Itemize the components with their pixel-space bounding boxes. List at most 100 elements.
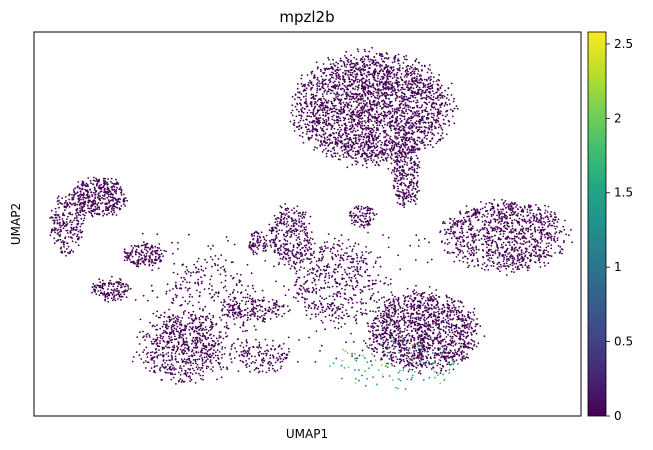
data-point: [494, 252, 497, 255]
data-point: [509, 209, 512, 212]
data-point: [391, 86, 394, 89]
data-point: [418, 88, 421, 91]
data-point: [506, 255, 508, 258]
data-point: [326, 90, 329, 93]
data-point: [347, 141, 350, 144]
data-point: [389, 73, 392, 75]
data-point: [437, 119, 439, 122]
data-point: [314, 146, 316, 149]
data-point: [343, 84, 346, 87]
data-point: [556, 239, 559, 242]
data-point: [553, 211, 556, 214]
data-point: [290, 112, 293, 114]
data-point: [351, 124, 354, 126]
data-point: [452, 100, 455, 103]
data-point: [423, 144, 426, 147]
data-point: [103, 182, 106, 185]
data-point: [524, 261, 527, 264]
data-point: [368, 82, 371, 85]
data-point: [367, 135, 370, 138]
data-point: [76, 219, 79, 222]
data-point: [369, 64, 371, 66]
data-point: [291, 114, 294, 117]
data-point: [506, 260, 508, 262]
data-point: [371, 73, 374, 76]
data-point: [530, 243, 533, 246]
data-point: [437, 84, 440, 87]
data-point: [327, 123, 330, 126]
data-point: [533, 254, 535, 257]
data-point: [437, 126, 440, 129]
data-point: [79, 231, 82, 234]
data-point: [542, 250, 545, 253]
data-point: [408, 108, 410, 111]
data-point: [406, 112, 409, 115]
data-point: [426, 134, 429, 137]
data-point: [432, 76, 435, 78]
data-point: [348, 104, 350, 106]
data-point: [108, 200, 111, 203]
data-point: [527, 230, 529, 233]
data-point: [359, 109, 361, 112]
data-point: [418, 137, 421, 139]
data-point: [302, 111, 305, 114]
data-point: [384, 151, 386, 154]
data-point: [126, 199, 129, 202]
data-point: [333, 152, 335, 155]
data-point: [111, 213, 114, 216]
data-point: [339, 158, 341, 161]
data-point: [120, 189, 123, 192]
data-point: [114, 198, 117, 201]
data-point: [531, 234, 534, 237]
data-point: [503, 262, 506, 265]
data-point: [483, 235, 486, 237]
data-point: [102, 177, 105, 180]
data-point: [361, 141, 364, 144]
data-point: [56, 222, 59, 225]
data-point: [337, 62, 339, 65]
data-point: [354, 130, 357, 133]
data-point: [446, 103, 449, 106]
data-point: [415, 58, 418, 60]
data-point: [544, 256, 547, 258]
data-point: [53, 213, 56, 216]
data-point: [73, 219, 75, 222]
data-point: [496, 249, 499, 252]
data-point: [325, 93, 328, 95]
data-point: [313, 98, 315, 100]
data-point: [361, 93, 364, 96]
data-point: [374, 134, 376, 137]
data-point: [353, 98, 356, 100]
data-point: [384, 123, 386, 126]
data-point: [363, 86, 366, 89]
data-point: [431, 128, 433, 131]
data-point: [306, 236, 309, 239]
data-point: [482, 213, 485, 216]
data-point: [418, 147, 421, 150]
data-point: [295, 239, 298, 241]
data-point: [291, 95, 294, 98]
data-point: [410, 183, 412, 186]
data-point: [448, 124, 451, 127]
data-point: [353, 64, 356, 67]
data-point: [386, 78, 388, 80]
data-point: [347, 146, 350, 149]
data-point: [355, 78, 357, 81]
data-point: [365, 74, 368, 77]
data-point: [374, 117, 376, 120]
data-point: [435, 80, 438, 82]
data-point: [433, 114, 436, 117]
data-point: [345, 86, 347, 88]
data-point: [83, 214, 86, 217]
data-point: [360, 85, 363, 88]
data-point: [372, 59, 375, 62]
data-point: [526, 215, 529, 217]
data-point: [374, 147, 376, 150]
data-point: [475, 248, 478, 251]
data-point: [82, 201, 85, 204]
data-point: [63, 214, 66, 217]
data-point: [293, 119, 296, 122]
data-point: [381, 55, 384, 58]
data-point: [309, 101, 312, 103]
data-point: [366, 141, 368, 144]
